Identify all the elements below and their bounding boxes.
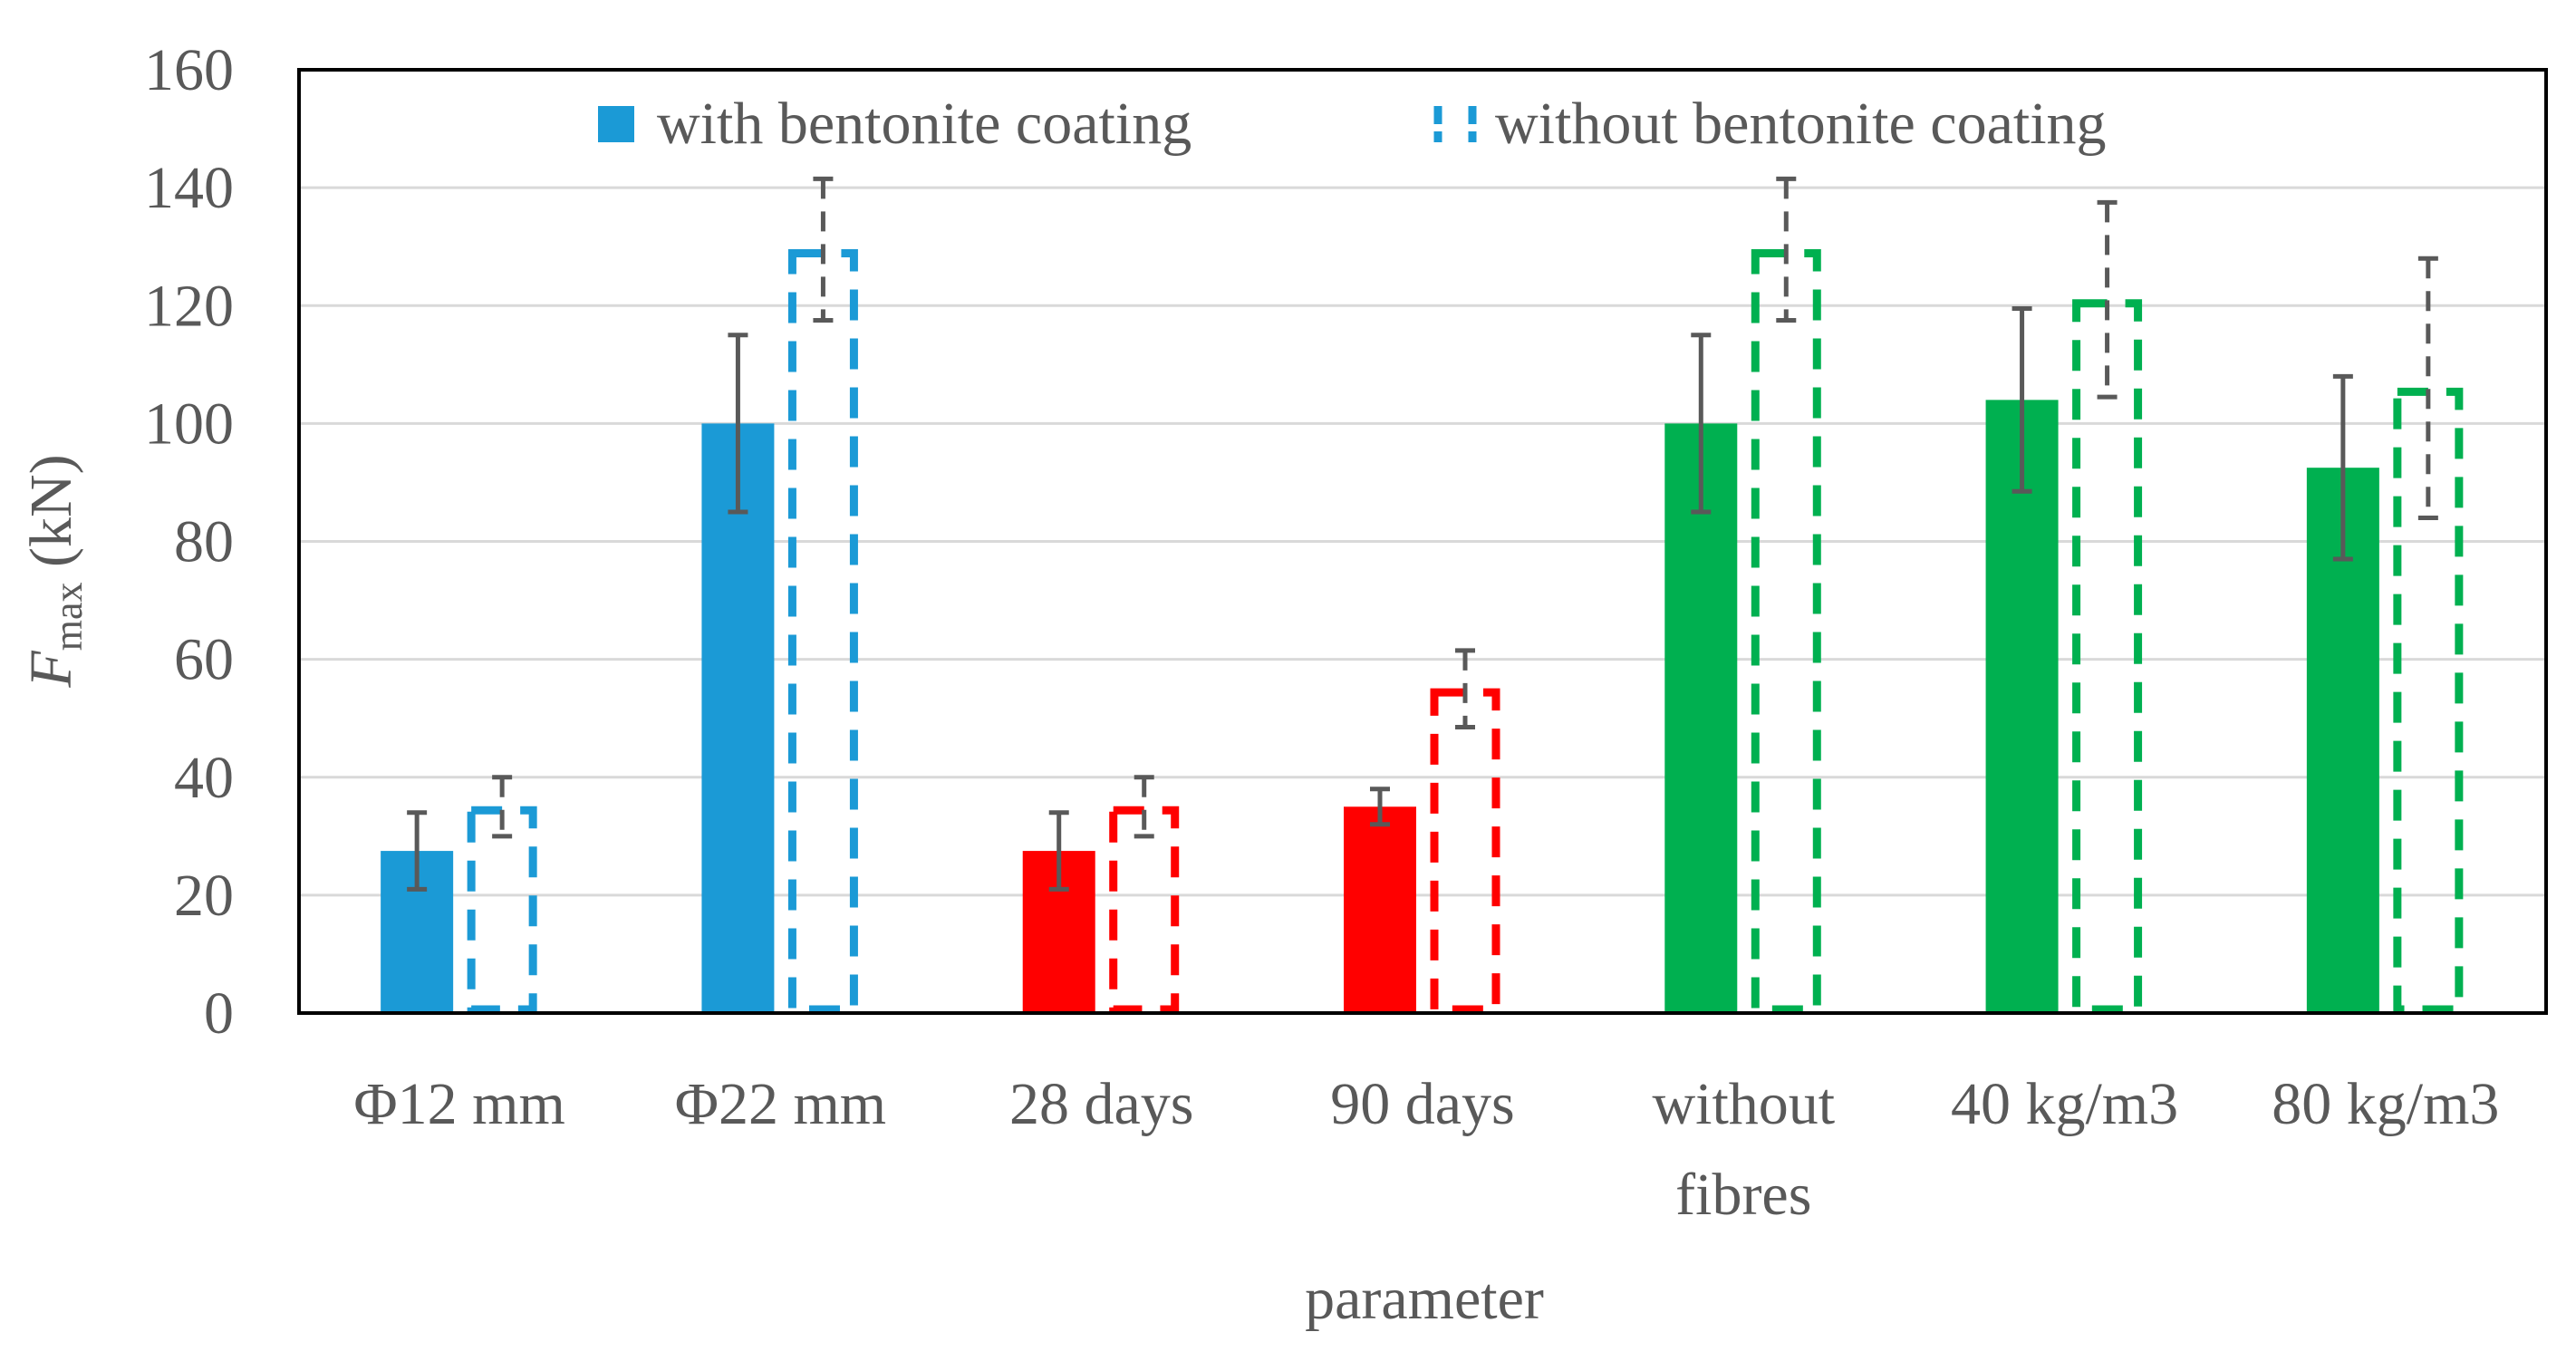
y-axis-ticks: 0 20 40 60 80 100 120 140 160 <box>144 37 234 1047</box>
y-tick-label: 160 <box>144 37 234 103</box>
x-tick-label: without fibres <box>1652 1071 1835 1228</box>
bar-without-bentonite <box>2072 299 2143 1014</box>
y-tick-label: 20 <box>174 863 234 929</box>
error-bar <box>1455 648 1475 729</box>
x-axis-label: parameter <box>1305 1266 1544 1332</box>
error-bar <box>1134 775 1154 839</box>
x-tick-label: Φ12 mm <box>353 1071 564 1137</box>
y-axis-label-main: F <box>18 651 84 689</box>
x-tick-label: Φ22 mm <box>675 1071 886 1137</box>
error-bar <box>813 176 834 323</box>
bar-with-bentonite <box>701 423 775 1013</box>
error-bar <box>1776 176 1797 323</box>
error-bar <box>492 775 513 839</box>
bar-with-bentonite <box>1664 423 1738 1013</box>
plot-frame <box>297 68 2548 1015</box>
error-bar <box>1048 810 1069 892</box>
x-tick-label: 80 kg/m3 <box>2272 1071 2499 1137</box>
y-tick-label: 140 <box>144 155 234 221</box>
x-tick-label: 40 kg/m3 <box>1951 1071 2178 1137</box>
x-axis-ticks: Φ12 mm Φ22 mm 28 days 90 days without fibres 4… <box>353 1071 2499 1228</box>
legend-label-with-bentonite: with bentonite coating <box>657 91 1192 157</box>
bar-without-bentonite <box>467 806 537 1014</box>
bar-without-bentonite <box>2393 387 2464 1014</box>
error-bar <box>2097 199 2118 400</box>
y-tick-label: 0 <box>204 980 234 1047</box>
y-axis-label-rest: (kN) <box>18 454 84 582</box>
y-axis-label-sub: max <box>46 583 91 652</box>
error-bars <box>407 176 2438 892</box>
error-bar <box>728 333 748 515</box>
bars <box>381 248 2464 1014</box>
error-bar <box>2417 256 2438 520</box>
y-tick-label: 120 <box>144 273 234 339</box>
y-tick-label: 100 <box>144 391 234 457</box>
legend: with bentonite coating without bentonite… <box>598 91 2107 157</box>
legend-swatch-with-bentonite <box>598 106 634 142</box>
y-tick-label: 40 <box>174 745 234 811</box>
bar-with-bentonite <box>1985 400 2059 1014</box>
x-tick-label: 28 days <box>1009 1071 1193 1137</box>
error-bar <box>1691 333 1712 515</box>
gridlines <box>299 186 2546 897</box>
error-bar <box>2012 306 2032 494</box>
bar-without-bentonite <box>1430 688 1500 1014</box>
y-tick-label: 60 <box>174 627 234 693</box>
error-bar <box>2332 373 2353 562</box>
legend-swatch-without-bentonite <box>1433 106 1477 142</box>
bar-without-bentonite <box>1109 806 1180 1014</box>
legend-label-without-bentonite: without bentonite coating <box>1495 91 2107 157</box>
bar-with-bentonite <box>1344 806 1416 1013</box>
error-bar <box>1370 787 1390 827</box>
x-tick-label: 90 days <box>1330 1071 1514 1137</box>
y-axis-label: Fmax (kN) <box>18 454 91 688</box>
error-bar <box>407 810 428 892</box>
y-tick-label: 80 <box>174 509 234 575</box>
